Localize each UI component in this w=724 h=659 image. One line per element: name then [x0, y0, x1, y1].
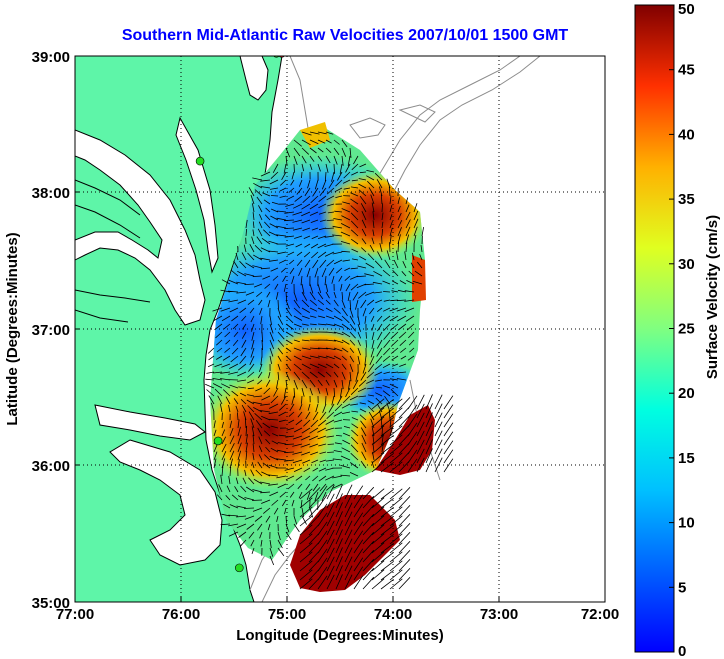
chesapeake-bay — [75, 129, 206, 326]
colorbar-gradient — [634, 4, 675, 653]
y-tick-label: 38:00 — [32, 185, 70, 202]
colorbar-tick-label: 50 — [678, 1, 695, 18]
x-tick-label: 72:00 — [581, 606, 619, 623]
y-tick-label: 37:00 — [32, 322, 70, 339]
radar-stations — [195, 56, 286, 573]
colorbar-tick-label: 35 — [678, 191, 695, 208]
potomac-river — [75, 179, 141, 239]
colorbar-tick-label: 25 — [678, 321, 695, 338]
x-tick-label: 74:00 — [374, 606, 412, 623]
y-tick-label: 35:00 — [32, 595, 70, 612]
delaware-bay — [239, 56, 269, 101]
x-tick-label: 76:00 — [162, 606, 200, 623]
colorbar-tick-label: 5 — [678, 579, 686, 596]
pamlico-sound — [109, 439, 223, 566]
radar-station-marker — [235, 563, 244, 573]
y-tick-labels: 39:00 38:00 37:00 36:00 35:00 — [32, 49, 70, 612]
colorbar-tick-label: 10 — [678, 515, 695, 532]
radar-station-marker — [195, 156, 205, 166]
colorbar-tick-label: 30 — [678, 256, 695, 273]
grid-lines — [75, 56, 605, 602]
x-tick-label: 75:00 — [268, 606, 306, 623]
x-axis-label: Longitude (Degrees:Minutes) — [236, 627, 444, 644]
colorbar-label: Surface Velocity (cm/s) — [704, 215, 721, 379]
colorbar-tick-label: 0 — [678, 643, 686, 659]
x-tick-labels: 77:00 76:00 75:00 74:00 73:00 72:00 — [56, 606, 619, 623]
rappahannock-river — [75, 289, 151, 323]
y-tick-label: 39:00 — [32, 49, 70, 66]
velocity-arrows — [205, 131, 454, 590]
x-tick-label: 73:00 — [480, 606, 518, 623]
eastern-shore-bay — [175, 116, 219, 274]
colorbar-tick-label: 15 — [678, 450, 695, 467]
axis-ticks — [74, 55, 606, 603]
radar-station-marker — [213, 436, 223, 446]
y-tick-label: 36:00 — [32, 458, 70, 475]
albemarle-sound — [94, 404, 206, 441]
colorbar-tick-label: 40 — [678, 126, 695, 143]
cells-northwest-edge — [300, 122, 330, 148]
velocity-arrow-lines — [205, 131, 454, 590]
cells-east — [412, 255, 426, 302]
map-title: Southern Mid-Atlantic Raw Velocities 200… — [122, 27, 569, 44]
x-tick-label: 77:00 — [56, 606, 94, 623]
colorbar-tick-label: 20 — [678, 385, 695, 402]
colorbar-tick-label: 45 — [678, 62, 695, 79]
map-plot-area — [75, 56, 605, 602]
y-axis-label: Latitude (Degrees:Minutes) — [4, 232, 21, 425]
